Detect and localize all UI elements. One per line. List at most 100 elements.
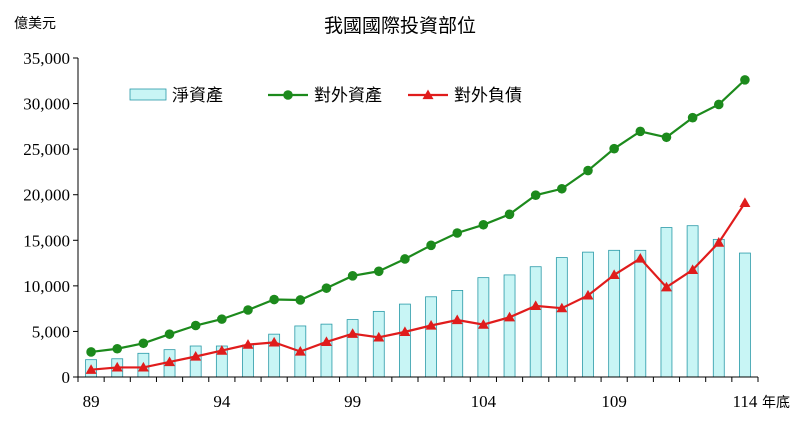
point-assets-112 [687,112,698,123]
y-axis-unit-label: 億美元 [14,16,56,32]
point-liabilities-112 [687,264,699,275]
point-liabilities-98 [320,336,332,347]
point-liabilities-111 [660,281,672,292]
point-liabilities-101 [399,326,411,337]
point-liabilities-109 [608,269,620,280]
point-assets-96 [269,294,279,305]
bar-net-assets-112 [686,225,699,378]
line-assets [90,79,746,354]
point-liabilities-103 [451,314,463,325]
bar-net-assets-110 [634,249,647,378]
point-liabilities-99 [347,328,359,338]
legend: 淨資產 對外資產 對外負債 [129,86,522,106]
point-assets-91 [138,338,149,349]
x-tick-label: 109 [601,392,627,411]
point-assets-105 [504,209,515,220]
y-tick-label: 0 [62,368,71,387]
point-assets-102 [426,240,436,251]
point-liabilities-110 [634,253,646,263]
bar-net-assets-106 [529,266,542,378]
bar-net-assets-109 [608,249,621,378]
point-liabilities-92 [164,356,176,367]
point-liabilities-107 [556,302,568,313]
y-tick-label: 10,000 [23,277,70,296]
bar-net-assets-102 [425,296,437,378]
point-assets-103 [452,228,463,238]
point-liabilities-96 [268,336,280,347]
point-assets-104 [478,219,489,230]
x-tick-label: 99 [344,392,361,411]
point-assets-93 [190,320,201,331]
point-liabilities-108 [582,289,594,300]
bar-net-assets-111 [660,227,673,378]
legend-marker-assets [283,90,293,100]
point-assets-111 [661,132,672,143]
bar-net-assets-107 [555,257,568,378]
legend-label-net-assets: 淨資產 [172,86,223,106]
point-liabilities-102 [425,320,437,330]
point-liabilities-104 [477,319,489,329]
point-assets-114 [740,75,750,85]
point-assets-98 [321,283,332,293]
legend-label-assets: 對外資產 [314,86,382,106]
point-liabilities-106 [530,300,542,311]
y-tick-label: 30,000 [23,95,70,114]
bar-net-assets-98 [320,323,333,378]
point-assets-92 [164,329,175,339]
x-tick-label: 114 [732,392,757,411]
point-liabilities-89 [85,364,97,374]
bar-net-assets-113 [712,238,725,378]
point-assets-90 [112,343,123,354]
bar-net-assets-103 [451,290,464,378]
bar-net-assets-114 [739,252,751,378]
point-assets-100 [373,266,384,277]
point-assets-107 [557,183,567,194]
y-tick-label: 25,000 [23,140,70,159]
point-liabilities-94 [216,345,228,355]
y-tick-label: 5,000 [32,322,70,341]
bar-net-assets-100 [372,310,385,378]
point-liabilities-95 [242,339,254,349]
point-assets-101 [400,254,410,264]
x-axis-unit-label: 年底 [762,395,790,411]
bar-net-assets-95 [242,344,254,378]
point-liabilities-100 [373,331,385,342]
lines-layer [85,75,751,374]
bar-net-assets-105 [503,274,516,378]
point-assets-108 [583,165,593,176]
point-liabilities-91 [137,361,149,372]
point-liabilities-93 [190,350,202,361]
point-liabilities-114 [739,197,751,208]
y-tick-label: 15,000 [23,231,70,250]
legend-swatch-net-assets [129,88,167,101]
point-liabilities-97 [294,345,306,356]
point-assets-113 [713,99,724,110]
axes-layer: 0 5,000 10,000 15,000 20,000 25,000 30,000 35,0… [23,49,759,411]
bar-net-assets-108 [582,251,594,378]
bar-net-assets-99 [346,319,359,378]
point-assets-109 [609,143,619,154]
chart-title: 我國國際投資部位 [324,15,476,37]
point-assets-95 [243,305,253,315]
y-tick-label: 20,000 [23,186,70,205]
bar-net-assets-101 [399,303,411,378]
point-assets-97 [295,295,306,305]
x-tick-label: 89 [83,392,100,411]
point-liabilities-90 [111,361,123,372]
x-tick-label: 94 [213,392,231,411]
point-assets-89 [86,347,96,357]
bar-net-assets-93 [189,345,202,378]
point-assets-99 [347,271,358,281]
y-tick-label: 35,000 [23,49,70,68]
point-liabilities-105 [504,311,516,322]
legend-label-liabilities: 對外負債 [454,86,522,106]
bars-layer [85,225,751,378]
point-assets-106 [530,190,541,200]
legend-marker-liabilities [422,89,434,100]
x-tick-label: 104 [471,392,497,411]
line-liabilities [90,202,746,371]
point-liabilities-113 [713,237,725,247]
point-assets-110 [635,126,646,137]
point-assets-94 [217,314,227,324]
